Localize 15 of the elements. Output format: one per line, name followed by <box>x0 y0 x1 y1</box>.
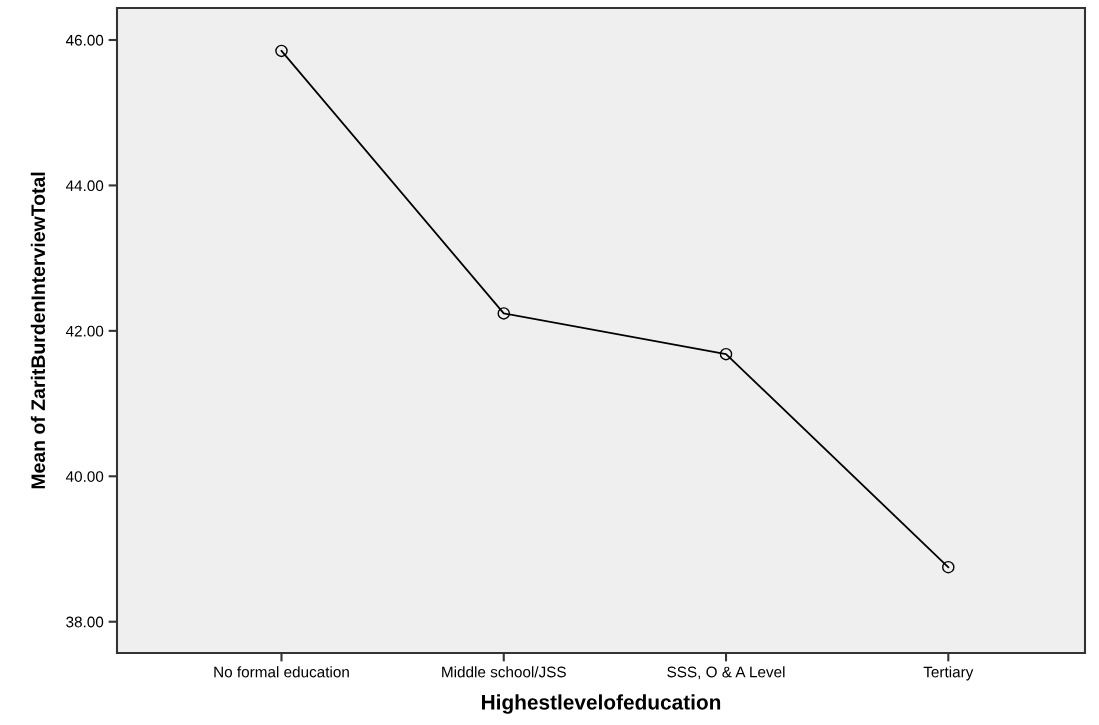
x-tick-label: Tertiary <box>923 666 974 681</box>
x-tick-label: SSS, O & A Level <box>667 666 785 680</box>
point <box>275 44 288 58</box>
y-tick-label: 38.00 <box>66 616 104 628</box>
x-tick-label: No formal education <box>214 666 349 678</box>
y-tick-label: 42.00 <box>65 325 104 337</box>
point <box>497 307 511 320</box>
y-tick-label: 46.00 <box>65 34 104 46</box>
point <box>942 560 955 574</box>
x-axis-title: Highestlevelofeducation <box>482 694 721 714</box>
y-axis-title: Mean of ZaritBurdenInterviewTotal <box>30 172 46 489</box>
y-tick-label: 44.00 <box>65 180 104 192</box>
y-tick-label: 40.00 <box>65 471 104 482</box>
point <box>719 347 733 361</box>
x-tick-label: Middle school/JSS <box>442 666 566 678</box>
